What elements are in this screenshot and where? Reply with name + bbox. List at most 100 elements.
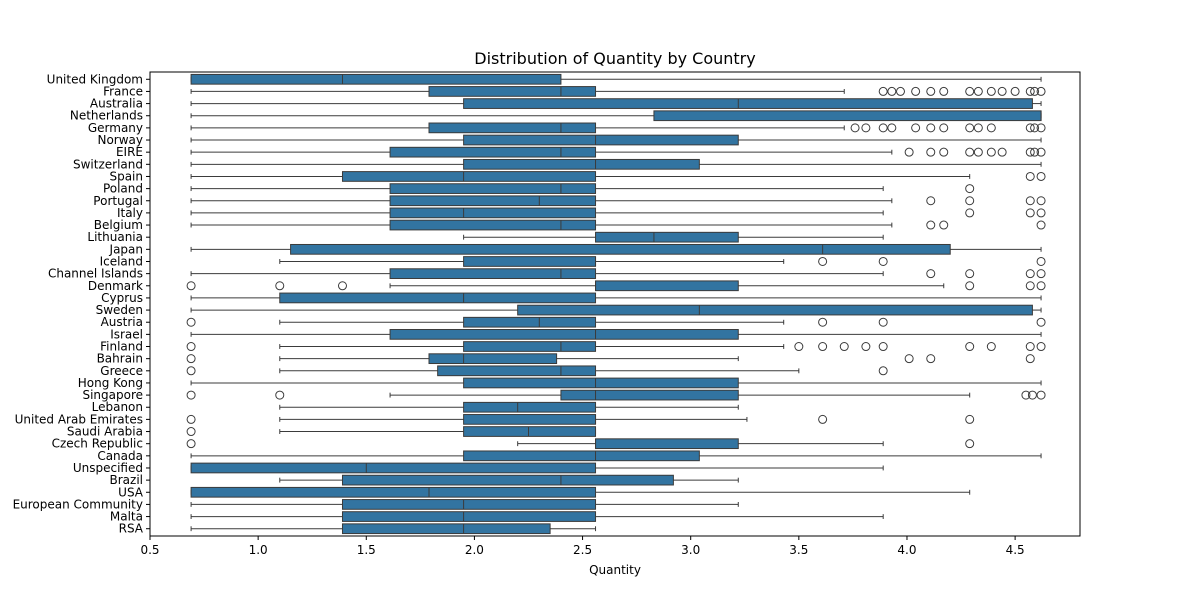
box-group — [190, 134, 1042, 146]
outlier-point — [1025, 281, 1035, 291]
outlier-point — [965, 123, 975, 133]
outlier-point — [337, 281, 347, 291]
outlier-point — [895, 86, 905, 96]
y-tick-label: Unspecified — [73, 461, 143, 475]
y-tick-label: Saudi Arabia — [67, 425, 143, 439]
box-group — [190, 462, 884, 474]
y-tick-label: Denmark — [88, 279, 143, 293]
outlier-point — [965, 208, 975, 218]
box-group — [186, 414, 975, 425]
outlier-point — [965, 147, 975, 157]
outlier-point — [939, 220, 949, 230]
outlier-point — [1036, 86, 1046, 96]
outlier-point — [850, 123, 860, 133]
outlier-point — [878, 86, 888, 96]
y-tick-label: Brazil — [110, 473, 144, 487]
plot-area — [186, 73, 1046, 535]
iqr-box — [389, 207, 597, 219]
box-group — [279, 474, 739, 486]
outlier-point — [186, 427, 196, 437]
box-group — [190, 86, 1046, 97]
iqr-box — [290, 243, 951, 255]
outlier-point — [818, 317, 828, 327]
outlier-point — [997, 86, 1007, 96]
outlier-point — [1036, 269, 1046, 279]
box-group — [186, 280, 1046, 292]
box-group — [190, 450, 1042, 462]
x-tick-label: 0.5 — [140, 543, 159, 557]
outlier-point — [186, 366, 196, 376]
y-tick-label: United Kingdom — [47, 72, 143, 86]
outlier-point — [1025, 269, 1035, 279]
outlier-point — [1025, 123, 1035, 133]
outlier-point — [1036, 390, 1046, 400]
iqr-box — [463, 450, 700, 462]
box-group — [190, 207, 1046, 219]
outlier-point — [1025, 342, 1035, 352]
iqr-box — [653, 110, 1042, 122]
iqr-box — [595, 438, 739, 450]
outlier-point — [1036, 147, 1046, 157]
iqr-box — [463, 414, 597, 425]
box-group — [190, 158, 1042, 170]
iqr-box — [595, 280, 739, 292]
outlier-point — [878, 342, 888, 352]
box-group — [190, 146, 1046, 158]
outlier-point — [965, 281, 975, 291]
outlier-point — [186, 414, 196, 424]
y-tick-label: Malta — [110, 510, 143, 524]
y-tick-label: EIRE — [116, 145, 143, 159]
box-group — [190, 523, 597, 535]
iqr-box — [463, 341, 597, 352]
outlier-point — [275, 390, 285, 400]
box-group — [190, 98, 1042, 109]
iqr-box — [190, 486, 597, 498]
box-group — [190, 329, 1042, 340]
iqr-box — [463, 134, 739, 146]
outlier-point — [1030, 123, 1040, 133]
iqr-box — [463, 158, 700, 170]
outlier-point — [1036, 317, 1046, 327]
outlier-point — [965, 269, 975, 279]
outlier-point — [1027, 390, 1037, 400]
box-group — [190, 110, 1042, 122]
x-tick-label: 4.0 — [897, 543, 916, 557]
y-tick-label: United Arab Emirates — [15, 412, 143, 426]
outlier-point — [986, 123, 996, 133]
outlier-point — [818, 342, 828, 352]
outlier-point — [1025, 354, 1035, 364]
iqr-box — [437, 365, 597, 377]
outlier-point — [1036, 220, 1046, 230]
y-tick-label: Poland — [103, 182, 143, 196]
iqr-box — [428, 122, 597, 134]
y-tick-label: France — [103, 84, 143, 98]
outlier-point — [878, 256, 888, 266]
outlier-point — [926, 86, 936, 96]
outlier-point — [965, 184, 975, 194]
x-tick-label: 4.5 — [1006, 543, 1025, 557]
iqr-box — [389, 219, 597, 231]
outlier-point — [1025, 171, 1035, 181]
iqr-box — [463, 256, 597, 267]
y-tick-label: Austria — [101, 315, 143, 329]
outlier-point — [878, 123, 888, 133]
iqr-box — [595, 231, 739, 243]
outlier-point — [986, 342, 996, 352]
outlier-point — [186, 390, 196, 400]
y-tick-label: Lithuania — [87, 230, 143, 244]
outlier-point — [926, 269, 936, 279]
box-group — [190, 243, 1042, 255]
outlier-point — [1036, 171, 1046, 181]
box-group — [190, 122, 1046, 134]
box-group — [190, 486, 971, 498]
outlier-point — [794, 342, 804, 352]
outlier-point — [818, 414, 828, 424]
box-group — [279, 256, 1046, 267]
box-group — [190, 195, 1046, 207]
box-group — [190, 268, 1046, 279]
y-tick-label: Channel Islands — [48, 267, 143, 281]
box-group — [190, 511, 884, 522]
outlier-point — [965, 414, 975, 424]
box-group — [190, 171, 1046, 182]
outlier-point — [965, 196, 975, 206]
